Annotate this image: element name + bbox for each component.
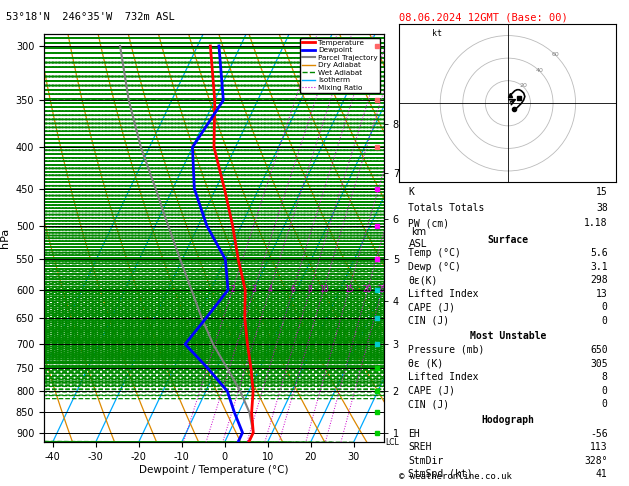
- Y-axis label: km
ASL: km ASL: [409, 227, 428, 249]
- Text: Lifted Index: Lifted Index: [408, 289, 479, 299]
- Text: 8: 8: [602, 372, 608, 382]
- Text: 15: 15: [344, 285, 353, 295]
- Legend: Temperature, Dewpoint, Parcel Trajectory, Dry Adiabat, Wet Adiabat, Isotherm, Mi: Temperature, Dewpoint, Parcel Trajectory…: [300, 37, 380, 93]
- Text: 298: 298: [590, 275, 608, 285]
- Y-axis label: hPa: hPa: [0, 228, 10, 248]
- Text: Most Unstable: Most Unstable: [470, 331, 546, 341]
- Text: 328°: 328°: [584, 456, 608, 466]
- Text: Hodograph: Hodograph: [481, 415, 535, 425]
- Text: kt: kt: [432, 29, 442, 37]
- Text: 3.1: 3.1: [590, 261, 608, 272]
- Text: θε(K): θε(K): [408, 275, 438, 285]
- Text: PW (cm): PW (cm): [408, 218, 449, 228]
- Text: EH: EH: [408, 429, 420, 438]
- Text: -56: -56: [590, 429, 608, 438]
- Text: 13: 13: [596, 289, 608, 299]
- Text: 4: 4: [267, 285, 272, 295]
- Text: 08.06.2024 12GMT (Base: 00): 08.06.2024 12GMT (Base: 00): [399, 12, 568, 22]
- Text: 1.18: 1.18: [584, 218, 608, 228]
- Text: Surface: Surface: [487, 235, 528, 244]
- Text: 0: 0: [602, 386, 608, 396]
- Text: θε (K): θε (K): [408, 359, 443, 368]
- Text: Totals Totals: Totals Totals: [408, 203, 484, 213]
- Text: 2: 2: [230, 285, 235, 295]
- Text: 53°18'N  246°35'W  732m ASL: 53°18'N 246°35'W 732m ASL: [6, 12, 175, 22]
- Text: 3: 3: [252, 285, 257, 295]
- Text: CIN (J): CIN (J): [408, 399, 449, 409]
- Text: 60: 60: [552, 52, 559, 57]
- Text: Temp (°C): Temp (°C): [408, 248, 461, 258]
- Text: StmSpd (kt): StmSpd (kt): [408, 469, 473, 479]
- Text: 305: 305: [590, 359, 608, 368]
- Text: CIN (J): CIN (J): [408, 316, 449, 326]
- Text: 40: 40: [535, 68, 543, 73]
- Text: SREH: SREH: [408, 442, 431, 452]
- Text: 15: 15: [596, 188, 608, 197]
- Text: 5.6: 5.6: [590, 248, 608, 258]
- Text: 0: 0: [602, 399, 608, 409]
- Text: 6: 6: [291, 285, 296, 295]
- Text: 20: 20: [520, 84, 528, 88]
- Text: 650: 650: [590, 345, 608, 355]
- Text: 0: 0: [602, 316, 608, 326]
- Text: Pressure (mb): Pressure (mb): [408, 345, 484, 355]
- Text: CAPE (J): CAPE (J): [408, 386, 455, 396]
- Text: CAPE (J): CAPE (J): [408, 302, 455, 312]
- X-axis label: Dewpoint / Temperature (°C): Dewpoint / Temperature (°C): [139, 465, 289, 475]
- Text: © weatheronline.co.uk: © weatheronline.co.uk: [399, 472, 512, 481]
- Text: Dewp (°C): Dewp (°C): [408, 261, 461, 272]
- Text: 113: 113: [590, 442, 608, 452]
- Text: 10: 10: [319, 285, 328, 295]
- Text: LCL: LCL: [386, 438, 399, 447]
- Text: StmDir: StmDir: [408, 456, 443, 466]
- Text: 25: 25: [377, 285, 387, 295]
- Text: Lifted Index: Lifted Index: [408, 372, 479, 382]
- Text: 41: 41: [596, 469, 608, 479]
- Text: 0: 0: [602, 302, 608, 312]
- Text: 20: 20: [363, 285, 372, 295]
- Text: K: K: [408, 188, 414, 197]
- Text: 8: 8: [308, 285, 313, 295]
- Text: 38: 38: [596, 203, 608, 213]
